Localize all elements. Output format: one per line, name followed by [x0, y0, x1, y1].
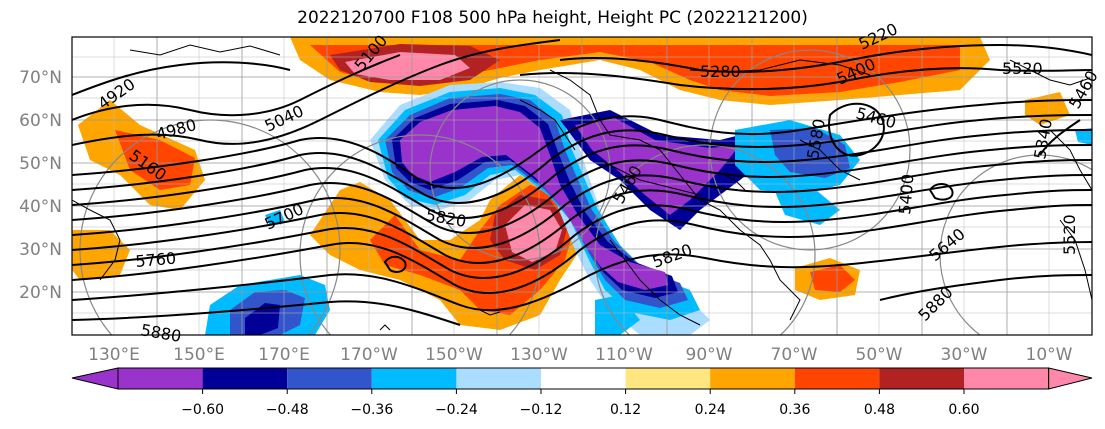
colorbar-swatch: [710, 368, 795, 389]
lon-label: 70°W: [771, 345, 818, 365]
lat-label: 20°N: [19, 283, 62, 303]
map-panel: 4920 4980 5160 5040 5100 5760 5700 5880 …: [71, 19, 1102, 346]
colorbar-tick-label: −0.24: [435, 402, 478, 418]
lon-label: 150°E: [173, 345, 225, 365]
negative-anomaly-canada-core: [575, 118, 740, 215]
colorbar-tick-label: −0.36: [350, 402, 393, 418]
negative-anomaly-hudson-inner: [770, 128, 850, 178]
colorbar-swatch: [625, 368, 711, 389]
lon-label: 50°W: [856, 345, 903, 365]
latitude-labels: 70°N 60°N 50°N 40°N 30°N 20°N: [19, 68, 62, 303]
lon-label: 150°W: [425, 345, 483, 365]
positive-anomaly-west-pacific-inner: [115, 130, 195, 190]
lon-label: 130°E: [88, 345, 140, 365]
lon-label: 130°W: [510, 345, 568, 365]
contour-label: 5520: [1002, 59, 1043, 78]
lat-label: 50°N: [19, 154, 62, 174]
colorbar-tick-label: 0.12: [610, 402, 641, 418]
colorbar-tick-label: 0.24: [695, 402, 726, 418]
colorbar-tick-label: −0.12: [520, 402, 563, 418]
lon-label: 10°W: [1026, 345, 1073, 365]
colorbar-swatch: [118, 368, 203, 389]
colorbar-swatch: [879, 368, 964, 389]
colorbar-extend-min: [71, 367, 119, 390]
colorbar-tick-label: −0.48: [266, 402, 309, 418]
colorbar-extend-max: [1048, 367, 1093, 390]
map-frame: [71, 36, 1093, 336]
colorbar-swatch: [202, 368, 288, 389]
positive-anomaly-atlantic-inner: [810, 265, 855, 292]
shaded-anomalies: [72, 37, 1092, 335]
colorbar-tick-label: 0.60: [948, 402, 979, 418]
lat-label: 70°N: [19, 68, 62, 88]
lon-label: 110°W: [595, 345, 653, 365]
contour-label: 5520: [1060, 214, 1079, 255]
lat-label: 60°N: [19, 111, 62, 131]
colorbar-frame: [117, 367, 1050, 390]
colorbar-tick-label: 0.48: [864, 402, 895, 418]
colorbar-tick-label: 0.36: [779, 402, 810, 418]
colorbar-swatch: [456, 368, 541, 389]
colorbar-tick-label: −0.60: [181, 402, 224, 418]
colorbar-swatch: [964, 368, 1049, 389]
longitude-labels: 130°E 150°E 170°E 170°W 150°W 130°W 110°…: [88, 345, 1073, 365]
positive-anomaly-asia-coast: [72, 230, 130, 280]
lon-label: 90°W: [686, 345, 733, 365]
negative-anomaly-gulf-alaska-core: [400, 106, 668, 290]
height-contours: [72, 39, 1092, 326]
lon-label: 170°W: [340, 345, 398, 365]
lat-label: 40°N: [19, 197, 62, 217]
negative-anomaly-mexico: [595, 295, 640, 335]
colorbar-swatch: [287, 368, 372, 389]
colorbar-swatch: [371, 368, 457, 389]
negative-anomaly-hawaii-core: [245, 303, 280, 335]
contour-label: 5280: [700, 62, 741, 81]
colorbar: −0.60 −0.48 −0.36 −0.24 −0.12 0.12 0.24 …: [71, 367, 1093, 418]
map-title: 2022120700 F108 500 hPa height, Height P…: [297, 8, 808, 28]
colorbar-swatch: [541, 368, 626, 389]
contour-label: 5400: [895, 173, 917, 215]
lon-label: 170°E: [258, 345, 310, 365]
contour-label: 5760: [135, 249, 177, 271]
lon-label: 30°W: [941, 345, 988, 365]
lat-label: 30°N: [19, 240, 62, 260]
positive-anomaly-arctic-peak: [345, 52, 470, 80]
colorbar-ticks: [202, 389, 965, 394]
colorbar-swatch: [794, 368, 880, 389]
